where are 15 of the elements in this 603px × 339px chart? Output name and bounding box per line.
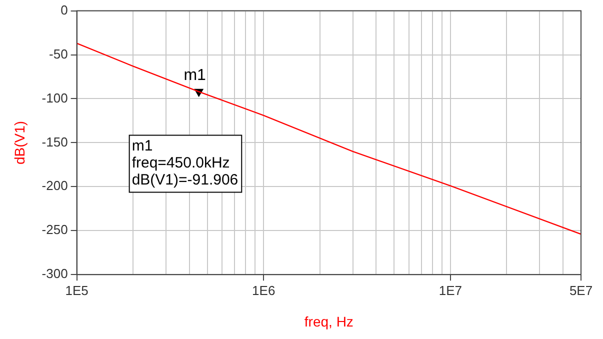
y-tick-label: -250 xyxy=(42,222,68,238)
y-tick-label: -150 xyxy=(42,134,68,150)
series-label: m1 xyxy=(184,67,206,84)
y-axis-title: dB(V1) xyxy=(11,120,28,164)
y-tick-label: 0 xyxy=(60,2,68,18)
annotation: m1 freq=450.0kHz dB(V1)=-91.906 xyxy=(132,137,238,188)
x-tick-label: 1E7 xyxy=(438,282,462,298)
x-tick-label: 1E5 xyxy=(65,282,88,298)
x-axis-title: freq, Hz xyxy=(304,313,354,330)
x-tick-label: 1E6 xyxy=(252,282,276,298)
y-tick-label: -50 xyxy=(49,46,68,62)
y-tick-label: -300 xyxy=(42,266,68,282)
y-tick-label: -200 xyxy=(42,178,68,194)
y-tick-label: -100 xyxy=(42,90,68,106)
x-tick-label: 5E7 xyxy=(569,282,593,298)
